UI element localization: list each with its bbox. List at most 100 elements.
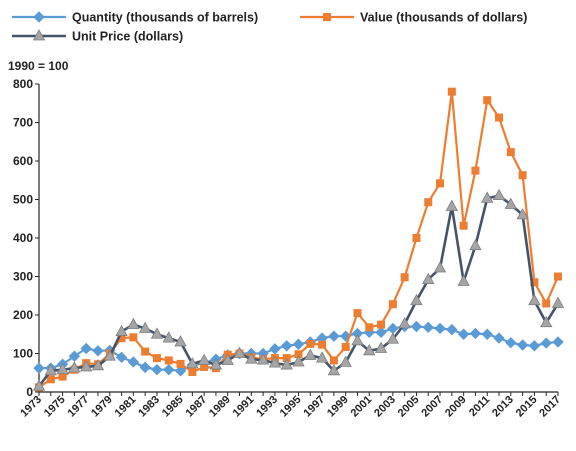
data-point [91,358,105,371]
data-point [164,356,173,365]
data-point [552,336,564,348]
data-point [58,372,67,381]
x-tick-label: 1981 [113,394,139,420]
data-point [256,353,270,365]
x-tick-label: 1975 [42,394,68,420]
plot-area [32,87,565,392]
legend-label: Quantity (thousands of barrels) [72,11,258,25]
data-point [469,327,482,340]
data-point [306,339,315,348]
data-point [374,341,388,353]
data-point [174,365,187,377]
data-point [341,342,350,351]
x-tick-label: 1995 [278,394,304,420]
data-point [505,337,517,349]
data-point [375,326,387,339]
data-point [221,353,234,365]
data-point [351,333,364,346]
data-point [292,338,305,350]
legend-item-value-thousands-of-dollars: Value (thousands of dollars) [300,11,527,25]
data-point [446,323,458,336]
legend-label: Unit Price (dollars) [72,30,183,44]
data-point [447,87,456,96]
data-point [80,360,93,372]
data-point [174,335,187,347]
data-point [516,208,529,220]
data-point [56,362,69,375]
x-tick-label: 1973 [18,394,44,420]
x-tick-label: 2007 [419,394,445,420]
legend-marker [33,11,45,23]
legend-label: Value (thousands of dollars) [360,11,527,25]
data-point [315,351,329,363]
x-tick-label: 1985 [160,394,186,420]
data-point [506,148,515,157]
x-tick-label: 2017 [537,394,563,420]
data-point [424,198,433,207]
data-point [115,324,128,336]
data-point [410,293,423,306]
x-tick-label: 2015 [514,394,540,420]
y-tick-label: 100 [13,347,33,361]
data-point [328,330,340,342]
y-axis: 0 100 200 300 400 500 600 700 800 [13,77,40,399]
data-point [339,355,352,367]
data-point [540,315,553,328]
data-point [481,191,494,203]
data-point [186,357,199,369]
x-axis: 1973197519771979198119831985198719891991… [18,391,563,420]
x-tick-label: 1993 [254,394,280,420]
legend-item-unit-price-dollars: Unit Price (dollars) [12,29,183,44]
data-point [471,166,480,175]
data-point [457,328,470,340]
data-point [516,339,529,351]
y-tick-label: 400 [13,231,33,245]
data-point [542,299,551,308]
x-tick-label: 2003 [372,394,398,420]
data-point [327,363,341,376]
data-point [233,346,246,358]
data-point [92,345,104,357]
data-point [150,327,164,339]
data-point [518,171,527,180]
data-point [329,356,338,365]
data-point [410,320,423,333]
data-point [495,113,504,122]
data-point [412,234,421,242]
data-point [353,309,362,318]
x-tick-label: 1979 [89,394,115,420]
data-point [127,317,140,330]
data-point [363,343,376,356]
data-point [68,361,81,373]
x-tick-label: 1983 [136,394,162,420]
data-point [268,356,282,368]
data-point [44,363,57,376]
x-tick-label: 2005 [396,394,422,420]
data-point [365,323,374,332]
y-tick-label: 300 [13,270,33,284]
data-point [197,353,211,365]
y-tick-label: 500 [13,193,33,207]
data-point [436,179,445,188]
data-point [139,361,151,374]
legend-marker [32,29,46,41]
data-point [318,340,327,349]
data-point [433,261,447,273]
data-point [68,350,81,362]
index-base-label: 1990 = 100 [8,59,69,73]
data-point [127,356,140,368]
data-point [387,322,399,335]
y-tick-label: 800 [13,77,33,91]
data-point [551,296,565,308]
data-point [483,96,492,105]
x-tick-label: 1987 [183,394,209,420]
data-point [151,363,163,376]
data-point [457,274,470,286]
chart-legend: Quantity (thousands of barrels) Value (th… [12,11,527,44]
data-point [540,337,552,349]
data-point [163,363,175,376]
data-point [422,321,434,334]
y-tick-label: 200 [13,308,33,322]
data-point [445,199,459,211]
